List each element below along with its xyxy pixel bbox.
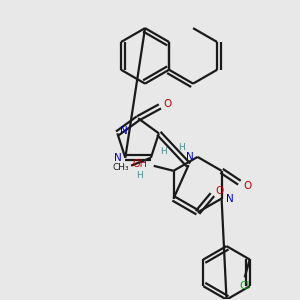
Text: O: O xyxy=(164,99,172,110)
Text: OH: OH xyxy=(132,159,147,169)
Text: N: N xyxy=(186,152,194,162)
Text: O: O xyxy=(215,186,224,196)
Text: N: N xyxy=(226,194,233,203)
Text: H: H xyxy=(136,171,143,180)
Text: H: H xyxy=(178,142,185,152)
Text: N: N xyxy=(115,153,122,163)
Text: CH₃: CH₃ xyxy=(113,163,130,172)
Text: Cl: Cl xyxy=(240,281,250,291)
Text: N: N xyxy=(120,126,128,136)
Text: O: O xyxy=(243,181,251,191)
Text: H: H xyxy=(160,147,167,156)
